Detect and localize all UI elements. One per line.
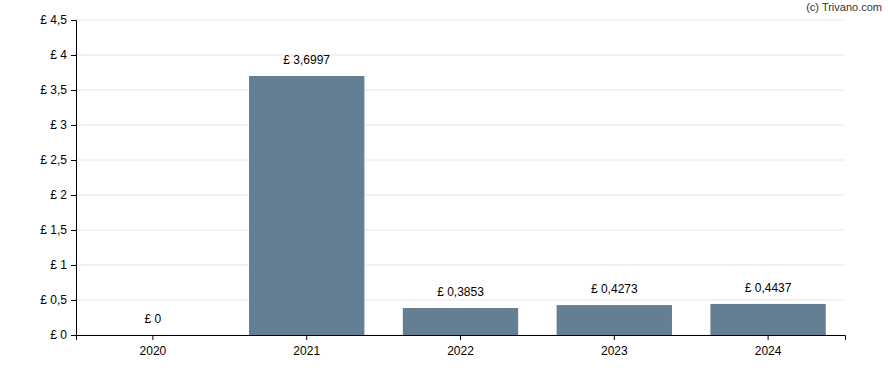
x-tick-mark — [152, 335, 153, 340]
y-tick-label: £ 1 — [50, 258, 67, 272]
bar — [403, 308, 518, 335]
grid-line — [76, 20, 845, 21]
y-tick-label: £ 2,5 — [40, 153, 67, 167]
grid-line — [76, 55, 845, 56]
data-label: £ 0,4437 — [745, 281, 792, 295]
bar — [95, 335, 210, 336]
bar — [710, 304, 825, 335]
y-tick: £ 2 — [50, 188, 76, 202]
grid-line — [76, 90, 845, 91]
data-label: £ 3,6997 — [283, 53, 330, 67]
y-tick-label: £ 2 — [50, 188, 67, 202]
y-tick-label: £ 1,5 — [40, 223, 67, 237]
x-axis: 2020 2021 2022 2023 2024 — [77, 335, 846, 358]
y-axis-line — [71, 21, 77, 336]
x-tick-mark — [768, 335, 769, 340]
y-tick: £ 1 — [50, 258, 76, 272]
x-tick: 2020 — [140, 335, 167, 358]
x-tick: 2021 — [293, 335, 320, 358]
y-tick-label: £ 0 — [50, 328, 67, 342]
data-label: £ 0,4273 — [591, 282, 638, 296]
x-tick-mark — [306, 335, 307, 340]
grid-line — [76, 160, 845, 161]
data-label: £ 0 — [145, 312, 162, 326]
y-tick: £ 3,5 — [40, 83, 76, 97]
grid-line — [76, 125, 845, 126]
y-tick-mark — [71, 300, 76, 301]
grid-line — [76, 195, 845, 196]
bar — [249, 76, 364, 335]
data-labels: £ 0 £ 3,6997 £ 0,3853 £ 0,4273 £ 0,4437 — [145, 53, 792, 326]
y-tick-mark — [71, 335, 76, 336]
y-tick: £ 2,5 — [40, 153, 76, 167]
y-tick: £ 4 — [50, 48, 76, 62]
grid — [76, 20, 845, 335]
x-tick-mark — [460, 335, 461, 340]
y-tick-mark — [71, 125, 76, 126]
bars — [249, 76, 826, 335]
x-axis-line — [77, 336, 846, 341]
grid-line — [76, 265, 845, 266]
y-tick-mark — [71, 265, 76, 266]
y-tick-label: £ 4 — [50, 48, 67, 62]
y-tick-label: £ 4,5 — [40, 13, 67, 27]
x-tick-label: 2021 — [293, 344, 320, 358]
y-tick-mark — [71, 90, 76, 91]
y-tick: £ 1,5 — [40, 223, 76, 237]
grid-line — [76, 300, 845, 301]
chart: £ 0 £ 0,5 £ 1 £ 1,5 £ 2 £ 2,5 £ 3 £ 3,5 £ 4 £ 4,5… — [0, 0, 888, 370]
x-tick: 2022 — [447, 335, 474, 358]
x-tick-label: 2023 — [601, 344, 628, 358]
y-tick-label: £ 3 — [50, 118, 67, 132]
y-tick-mark — [71, 195, 76, 196]
y-tick-label: £ 3,5 — [40, 83, 67, 97]
y-tick-label: £ 0,5 — [40, 293, 67, 307]
y-tick-mark — [71, 20, 76, 21]
y-tick-mark — [71, 55, 76, 56]
x-tick-label: 2020 — [140, 344, 167, 358]
credit: (c) Trivano.com — [806, 1, 882, 13]
y-tick: £ 0 — [50, 328, 76, 342]
x-tick-mark — [614, 335, 615, 340]
y-tick-mark — [71, 160, 76, 161]
x-tick: 2023 — [601, 335, 628, 358]
x-tick-label: 2024 — [755, 344, 782, 358]
data-label: £ 0,3853 — [437, 285, 484, 299]
y-tick: £ 3 — [50, 118, 76, 132]
y-tick: £ 4,5 — [40, 13, 76, 27]
x-tick-label: 2022 — [447, 344, 474, 358]
y-axis: £ 0 £ 0,5 £ 1 £ 1,5 £ 2 £ 2,5 £ 3 £ 3,5 £ 4 £ 4,5 — [40, 13, 76, 342]
grid-line — [76, 230, 845, 231]
x-tick: 2024 — [755, 335, 782, 358]
y-tick: £ 0,5 — [40, 293, 76, 307]
bar — [557, 305, 672, 335]
y-tick-mark — [71, 230, 76, 231]
